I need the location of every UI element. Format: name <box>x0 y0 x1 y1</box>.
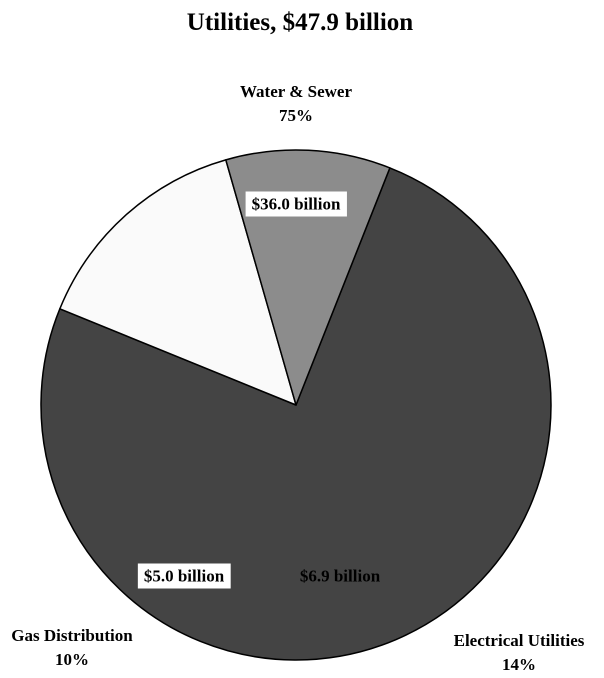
value-text-electrical-utilities: $6.9 billion <box>300 567 381 586</box>
percent-label-electrical-utilities: 14% <box>502 655 536 674</box>
value-box-water-and-sewer <box>245 191 347 217</box>
value-box-gas-distribution <box>137 563 231 589</box>
value-label-water-and-sewer: $36.0 billion <box>245 191 347 217</box>
slice-water-and-sewer <box>40 167 552 661</box>
pie-slices <box>40 149 552 661</box>
value-text-water-and-sewer: $36.0 billion <box>252 195 341 214</box>
value-label-gas-distribution: $5.0 billion <box>137 563 231 589</box>
percent-label-gas-distribution: 10% <box>55 650 89 669</box>
percent-label-water-and-sewer: 75% <box>279 106 313 125</box>
value-text-gas-distribution: $5.0 billion <box>144 567 225 586</box>
category-label-gas-distribution: Gas Distribution <box>11 626 133 645</box>
slice-electrical-utilities <box>59 159 297 406</box>
chart-title: Utilities, $47.9 billion <box>187 9 414 36</box>
value-label-electrical-utilities: $6.9 billion <box>300 567 381 586</box>
category-label-electrical-utilities: Electrical Utilities <box>454 631 585 650</box>
category-label-water-and-sewer: Water & Sewer <box>240 82 352 101</box>
pie-labels: Water & Sewer 75% $36.0 billion Electrical … <box>11 82 584 674</box>
